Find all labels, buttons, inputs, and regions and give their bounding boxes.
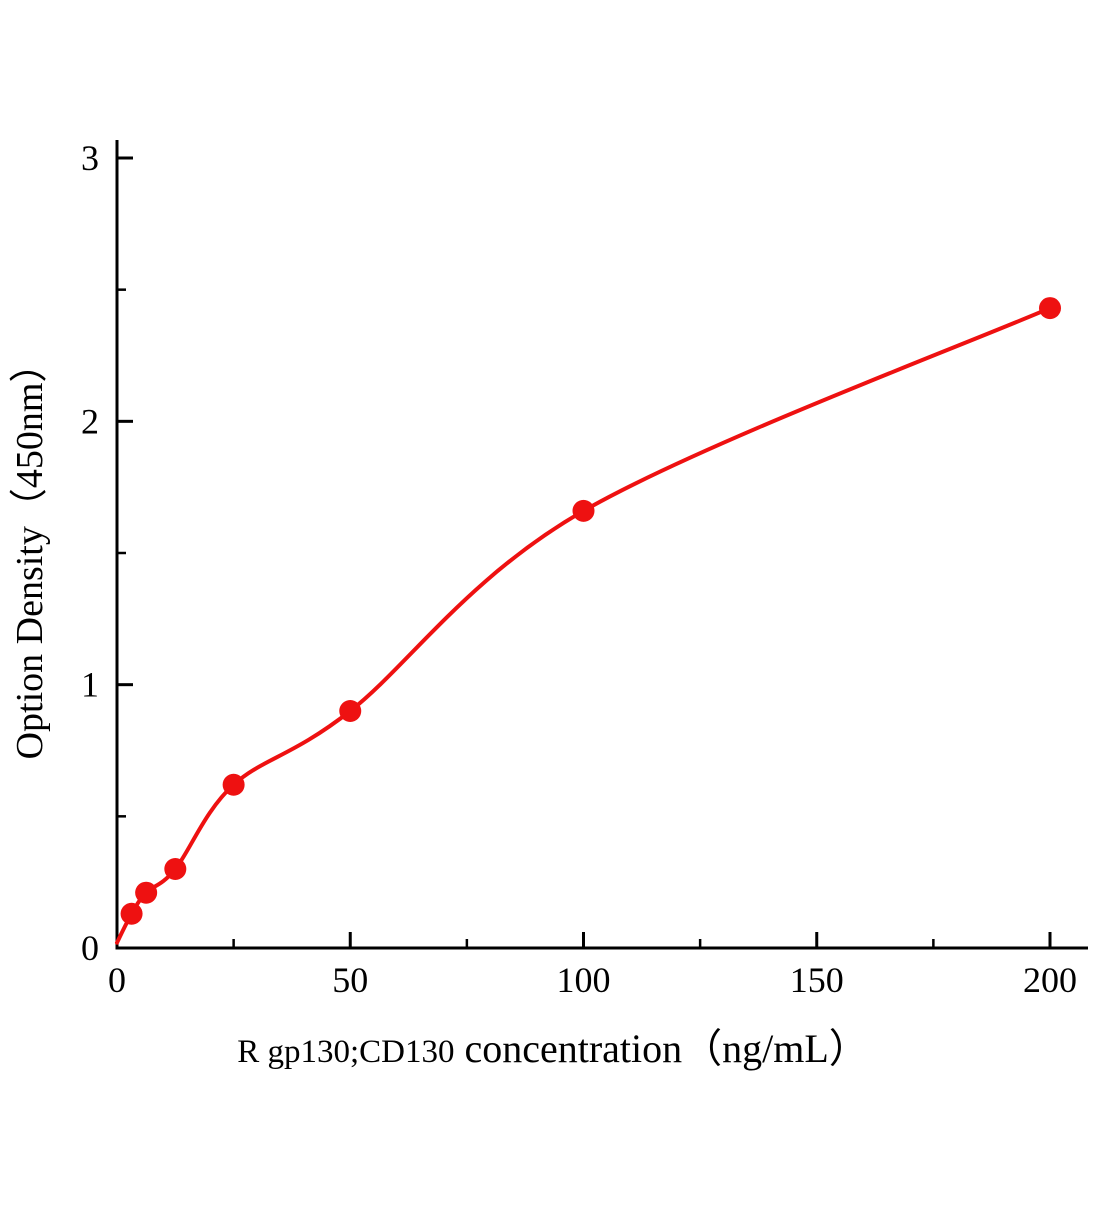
x-tick-label: 150 <box>790 960 844 1000</box>
y-tick-label: 2 <box>81 401 99 441</box>
axes <box>115 140 1088 950</box>
x-axis-title: R gp130;CD130 concentration（ng/mL） <box>237 1026 869 1071</box>
x-tick-label: 50 <box>332 960 368 1000</box>
data-point-marker <box>339 700 362 722</box>
data-point-marker <box>135 881 158 904</box>
data-point-marker <box>572 499 595 522</box>
y-tick-label: 3 <box>81 138 99 178</box>
fit-curve-line <box>115 306 1052 945</box>
x-tick-label: 0 <box>108 960 126 1000</box>
y-tick-label: 0 <box>81 928 99 968</box>
data-point-marker <box>164 858 187 880</box>
x-tick-label: 100 <box>557 960 611 1000</box>
x-axis-title-rest: concentration（ng/mL） <box>454 1026 868 1071</box>
y-axis-title: Option Density（450nm） <box>9 345 51 760</box>
data-points <box>120 297 1061 925</box>
axis-ticks <box>115 156 1052 950</box>
axis-tick-labels: 0 50 100 150 200 0 1 2 3 <box>81 138 1077 1000</box>
y-tick-label: 1 <box>81 665 99 705</box>
data-point-marker <box>222 773 245 796</box>
x-tick-label: 200 <box>1023 960 1077 1000</box>
data-point-marker <box>1039 297 1061 320</box>
data-point-marker <box>120 902 143 925</box>
x-axis-title-prefix: R gp130;CD130 <box>237 1034 454 1070</box>
